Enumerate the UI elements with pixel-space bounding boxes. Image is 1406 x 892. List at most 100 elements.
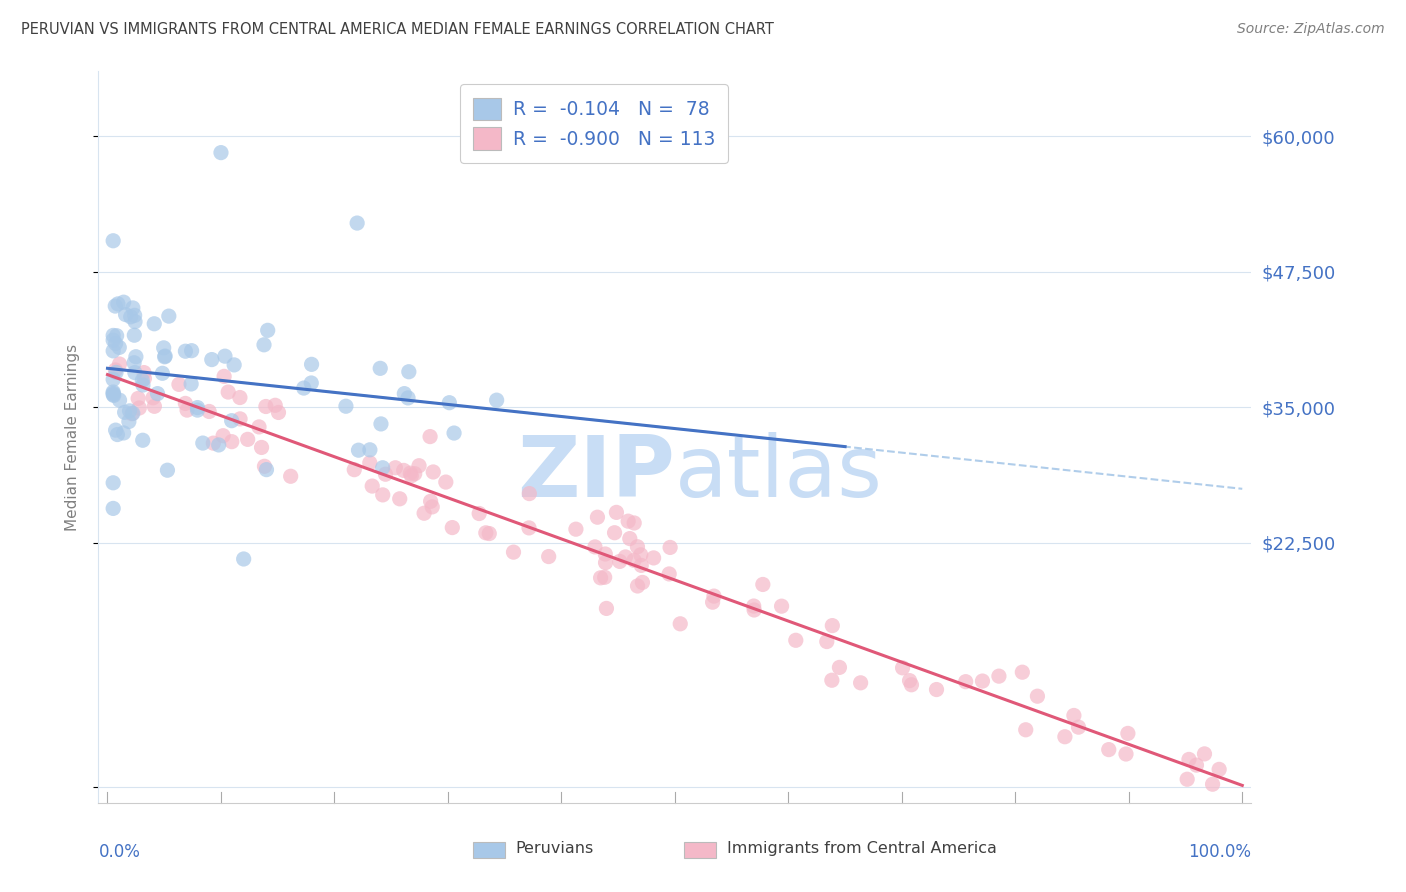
Point [371, 488, 394, 502]
Point [125, 350, 148, 364]
Point [401, 468, 423, 483]
Point [595, 547, 617, 561]
Point [703, 589, 725, 603]
Point [742, 599, 765, 613]
Point [593, 570, 616, 584]
Point [101, 333, 124, 347]
Point [1175, 772, 1198, 787]
Point [441, 520, 464, 534]
Point [537, 549, 560, 564]
Point [475, 525, 498, 540]
Point [107, 427, 129, 442]
Point [180, 376, 202, 391]
Point [153, 349, 176, 363]
Point [299, 376, 322, 390]
Point [134, 371, 156, 385]
Point [108, 357, 131, 371]
Point [280, 469, 302, 483]
Text: Immigrants from Central America: Immigrants from Central America [727, 841, 997, 856]
Point [1208, 763, 1230, 777]
Point [702, 595, 724, 609]
Point [124, 309, 146, 323]
Point [101, 501, 124, 516]
Point [343, 463, 366, 477]
Point [108, 340, 131, 354]
Point [156, 463, 179, 477]
Point [224, 358, 246, 372]
Point [152, 341, 174, 355]
Point [370, 417, 392, 431]
Point [335, 399, 357, 413]
Point [419, 429, 441, 443]
Point [112, 425, 135, 440]
Point [214, 349, 236, 363]
Point [821, 618, 844, 632]
Point [1185, 758, 1208, 772]
Point [104, 299, 127, 313]
Point [1201, 777, 1223, 791]
Point [605, 505, 627, 519]
Point [413, 506, 436, 520]
Point [201, 352, 224, 367]
Point [972, 674, 994, 689]
Point [1026, 689, 1049, 703]
Point [101, 386, 124, 401]
Point [127, 392, 149, 406]
Point [752, 577, 775, 591]
Point [208, 438, 231, 452]
Point [374, 467, 396, 482]
Point [595, 601, 617, 615]
Point [821, 673, 844, 688]
Point [659, 541, 682, 555]
Point [114, 308, 136, 322]
Point [143, 317, 166, 331]
Point [404, 467, 426, 481]
Point [595, 556, 617, 570]
Point [770, 599, 793, 614]
Point [359, 456, 381, 470]
Point [346, 216, 368, 230]
Point [603, 525, 626, 540]
Point [152, 367, 174, 381]
Point [619, 532, 641, 546]
Point [371, 460, 394, 475]
Point [114, 405, 136, 419]
Point [898, 673, 921, 688]
Point [103, 388, 125, 402]
Point [236, 433, 259, 447]
Point [478, 526, 501, 541]
Point [626, 579, 648, 593]
Point [368, 361, 391, 376]
Point [105, 366, 128, 380]
Point [987, 669, 1010, 683]
Point [198, 404, 221, 418]
Point [292, 381, 315, 395]
Point [120, 310, 142, 324]
Bar [685, 841, 717, 858]
Point [658, 566, 681, 581]
Point [132, 434, 155, 448]
Point [586, 510, 609, 524]
Point [643, 550, 665, 565]
Point [217, 385, 239, 400]
Point [630, 558, 652, 573]
Point [468, 507, 491, 521]
Point [623, 553, 645, 567]
Point [202, 436, 225, 450]
Point [122, 356, 145, 370]
Point [212, 369, 235, 384]
Point [104, 336, 127, 351]
Point [630, 548, 652, 562]
Y-axis label: Median Female Earnings: Median Female Earnings [65, 343, 80, 531]
Point [254, 400, 277, 414]
Point [434, 475, 457, 489]
Point [384, 460, 406, 475]
Point [1053, 730, 1076, 744]
Point [131, 373, 153, 387]
Point [1116, 726, 1139, 740]
Point [186, 401, 208, 415]
Point [191, 436, 214, 450]
Point [394, 386, 416, 401]
Point [157, 309, 180, 323]
Point [212, 428, 235, 442]
